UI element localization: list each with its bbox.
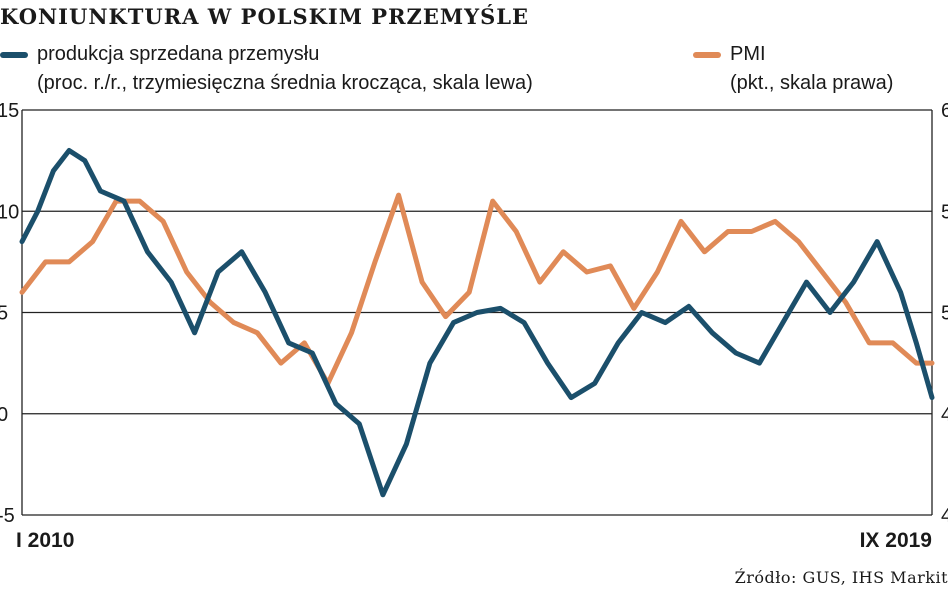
production-series-line xyxy=(19,148,935,498)
x-tick-label-end: IX 2019 xyxy=(860,529,932,552)
legend-production: produkcja sprzedana przemysłu (proc. r./… xyxy=(0,40,533,98)
right-tick-label: 40 xyxy=(941,505,948,527)
left-tick-label: 5 xyxy=(0,303,8,325)
left-tick-label: 15 xyxy=(0,100,19,122)
legend-production-note: (proc. r./r., trzymiesięczna średnia kro… xyxy=(37,72,533,94)
legend-production-swatch xyxy=(0,52,28,58)
pmi-series-line xyxy=(19,192,935,386)
legend-pmi-label: PMI (pkt., skala prawa) xyxy=(730,40,893,98)
right-tick-label: 60 xyxy=(941,100,948,122)
source-note: Źródło: GUS, IHS Markit xyxy=(734,568,948,587)
legend-pmi-swatch xyxy=(693,52,721,58)
left-tick-label: 0 xyxy=(0,404,8,426)
legend-pmi: PMI (pkt., skala prawa) xyxy=(693,40,893,98)
left-tick-label: -5 xyxy=(0,505,15,527)
right-tick-label: 45 xyxy=(941,404,948,426)
right-tick-label: 55 xyxy=(941,201,948,223)
chart-title: KONIUNKTURA W POLSKIM PRZEMYŚLE xyxy=(0,4,530,29)
legend-pmi-name: PMI xyxy=(730,43,766,65)
legend-production-name: produkcja sprzedana przemysłu xyxy=(37,43,320,65)
right-tick-label: 50 xyxy=(941,303,948,325)
legend-pmi-note: (pkt., skala prawa) xyxy=(730,72,894,94)
left-tick-label: 10 xyxy=(0,201,19,223)
legend-production-label: produkcja sprzedana przemysłu (proc. r./… xyxy=(37,40,533,98)
series xyxy=(19,148,935,498)
x-tick-label-start: I 2010 xyxy=(16,529,74,552)
